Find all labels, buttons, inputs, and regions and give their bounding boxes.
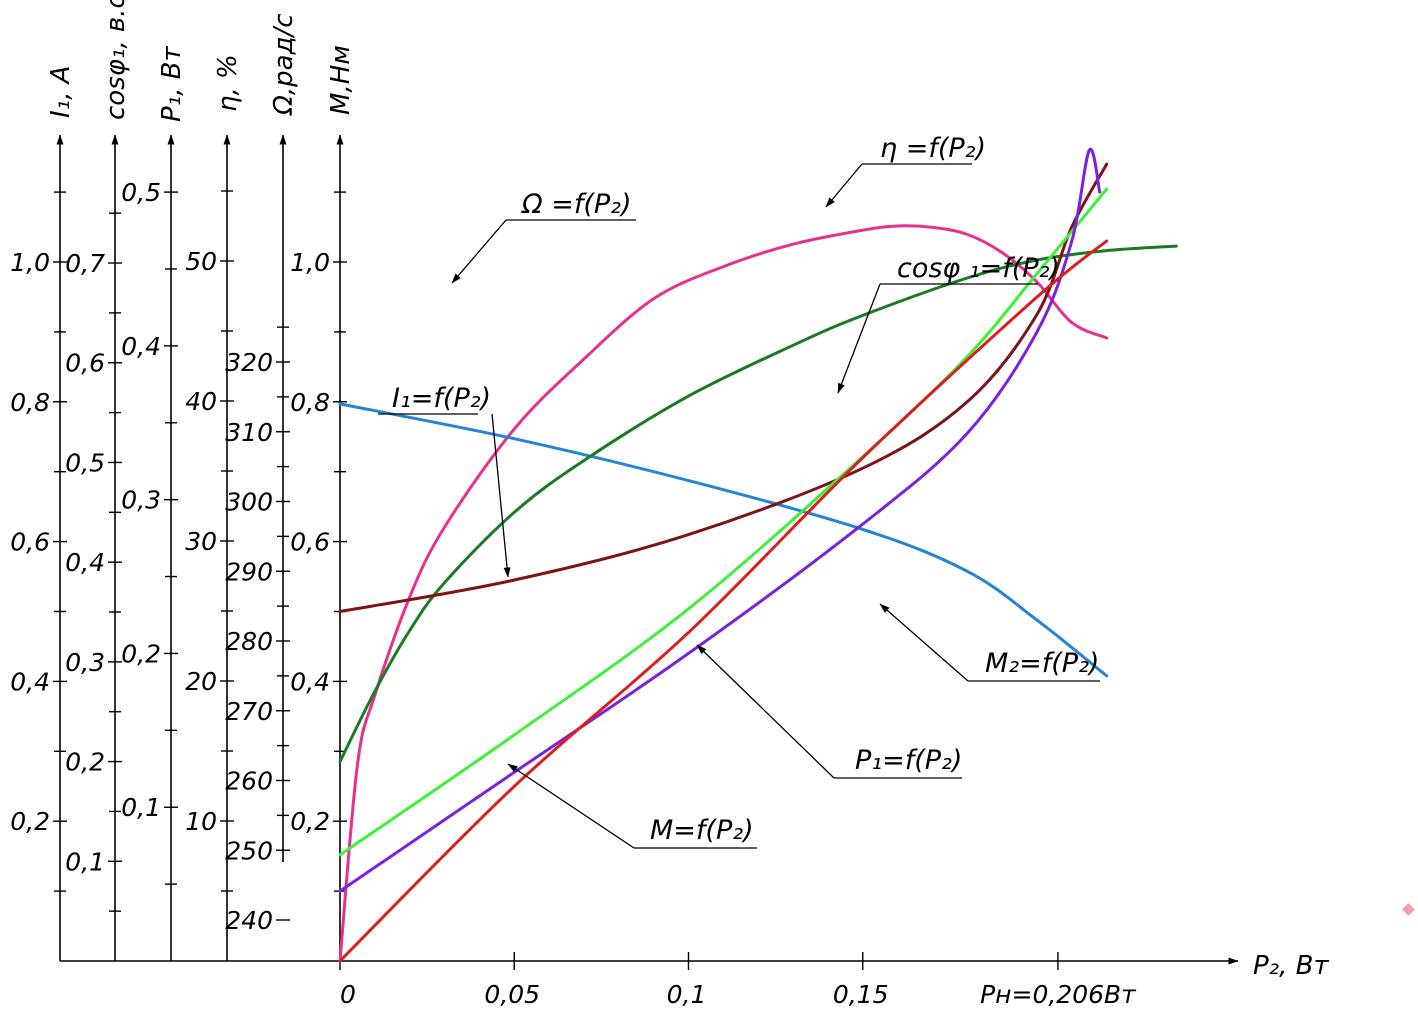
y-tick-label-cos: 0,3 — [65, 648, 105, 677]
y-tick-label-P1: 0,4 — [121, 332, 161, 361]
curve-annotation: M=f(P₂) — [507, 763, 757, 849]
y-axis-eta: η, % 10 20 30 40 50 — [185, 54, 243, 961]
series-line-5 — [338, 147, 1102, 893]
y-tick-label-eta: 50 — [185, 247, 217, 276]
annotation-label: η =f(P₂) — [880, 133, 986, 164]
y-tick-label-P1: 0,1 — [121, 793, 161, 822]
y-tick-label-M: 0,8 — [290, 388, 330, 417]
y-tick-label-omega: 260 — [225, 767, 273, 796]
y-tick-label-I1: 1,0 — [10, 248, 50, 277]
annotation-label: I₁=f(P₂) — [392, 383, 491, 414]
y-axis-cos: cosφ₁, в.о. 0,1 0,2 0,3 0,4 0,5 0,6 0,7 — [65, 0, 131, 961]
y-tick-label-omega: 300 — [225, 488, 273, 517]
y-tick-label-eta: 20 — [185, 667, 217, 696]
y-axis-title-eta: η, % — [213, 54, 243, 112]
x-tick-label: 0,15 — [833, 980, 889, 1009]
series-line-1 — [338, 402, 1109, 678]
y-tick-label-omega: 290 — [225, 557, 273, 586]
annotation-label: M=f(P₂) — [650, 815, 754, 846]
curve-annotation: cosφ ₁=f(P₂) — [837, 253, 1060, 394]
y-tick-label-P1: 0,3 — [121, 486, 161, 515]
annotation-label: M₂=f(P₂) — [985, 648, 1099, 679]
series-line-4 — [338, 187, 1109, 857]
annotation-label: P₁=f(P₂) — [855, 745, 962, 776]
y-axis-title-I1: I₁, А — [46, 66, 76, 118]
series-line-3 — [338, 162, 1109, 613]
annotation-leader — [451, 219, 507, 284]
annotation-leader — [696, 644, 835, 779]
y-tick-label-omega: 320 — [225, 348, 273, 377]
y-tick-label-omega: 240 — [225, 906, 273, 935]
y-tick-label-omega: 250 — [225, 836, 273, 865]
y-tick-label-cos: 0,4 — [65, 548, 105, 577]
y-axis-title-P1: P₁, Вт — [157, 46, 187, 122]
axes-layer: I₁, А 0,2 0,4 0,6 0,8 1,0 cosφ₁, в.о. 0,1 0,2 0,3… — [10, 0, 1329, 1009]
y-tick-label-eta: 40 — [185, 387, 217, 416]
y-tick-label-cos: 0,1 — [65, 847, 105, 876]
y-tick-label-I1: 0,2 — [10, 807, 50, 836]
y-tick-label-cos: 0,5 — [65, 448, 105, 477]
y-tick-label-eta: 10 — [185, 807, 217, 836]
y-tick-label-omega: 270 — [225, 697, 273, 726]
y-axis-P1: P₁, Вт 0,1 0,2 0,3 0,4 0,5 — [121, 46, 187, 961]
y-tick-label-cos: 0,2 — [65, 748, 105, 777]
y-tick-label-omega: 280 — [225, 627, 273, 656]
curve-annotation: Ω =f(P₂) — [451, 189, 636, 284]
y-tick-label-cos: 0,6 — [65, 349, 105, 378]
y-tick-label-M: 0,6 — [290, 528, 330, 557]
curves-layer — [338, 147, 1178, 963]
rated-power-label: Pн=0,206Вт — [980, 980, 1137, 1009]
y-tick-label-M: 1,0 — [290, 248, 330, 277]
y-tick-label-I1: 0,8 — [10, 388, 50, 417]
y-axis-title-omega: Ω,рад/с — [269, 13, 299, 116]
annotation-leader — [491, 413, 511, 578]
annotation-label: cosφ ₁=f(P₂) — [897, 253, 1060, 284]
series-line-2 — [338, 244, 1178, 764]
annotation-label: Ω =f(P₂) — [521, 189, 632, 220]
y-axis-title-cos: cosφ₁, в.о. — [101, 0, 131, 120]
y-tick-label-I1: 0,6 — [10, 528, 50, 557]
y-tick-label-I1: 0,4 — [10, 667, 50, 696]
x-axis: 0 0,05 0,1 0,15 Pн=0,206Вт P₂, Вт — [339, 951, 1329, 1009]
corner-marker — [1402, 903, 1415, 916]
x-tick-label: 0,1 — [667, 980, 707, 1009]
y-axis-omega: Ω,рад/с 240 250 260 270 280 290 300 310 320 — [225, 13, 299, 935]
annotation-leader — [507, 763, 635, 849]
series-line-6 — [338, 239, 1109, 963]
annotation-leader — [825, 163, 863, 208]
x-tick-label: 0,05 — [484, 980, 540, 1009]
y-tick-label-cos: 0,7 — [65, 249, 105, 278]
curve-annotation: M₂=f(P₂) — [879, 603, 1100, 682]
y-axis-M: М,Нм 0,2 0,4 0,6 0,8 1,0 — [290, 45, 356, 961]
y-axis-I1: I₁, А 0,2 0,4 0,6 0,8 1,0 — [10, 66, 76, 961]
annotation-leader — [837, 283, 881, 394]
curve-annotation: P₁=f(P₂) — [696, 644, 962, 779]
y-tick-label-M: 0,2 — [290, 807, 330, 836]
curve-annotation: η =f(P₂) — [825, 133, 986, 208]
curve-labels-layer: η =f(P₂) Ω =f(P₂) cosφ ₁=f(P₂) I₁=f(P₂) M₂=f… — [378, 133, 1100, 849]
series-line-0 — [338, 224, 1109, 963]
y-tick-label-P1: 0,5 — [121, 178, 161, 207]
y-tick-label-P1: 0,2 — [121, 639, 161, 668]
x-axis-title: P₂, Вт — [1253, 951, 1329, 981]
y-tick-label-omega: 310 — [225, 418, 273, 447]
annotation-leader — [879, 603, 969, 682]
y-tick-label-M: 0,4 — [290, 667, 330, 696]
x-tick-label: 0 — [340, 980, 356, 1009]
curve-annotation: I₁=f(P₂) — [378, 383, 511, 578]
y-tick-label-eta: 30 — [185, 527, 217, 556]
y-axis-title-M: М,Нм — [326, 45, 356, 115]
